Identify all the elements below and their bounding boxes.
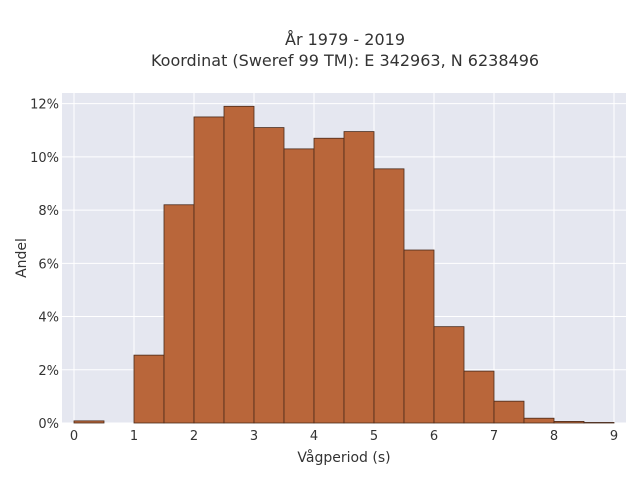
x-tick-labels: 0 1 2 3 4 5 6 7 8 9 <box>70 429 618 444</box>
histogram-bar <box>433 326 465 424</box>
x-tick-label: 9 <box>610 429 618 444</box>
histogram-bar <box>403 249 435 424</box>
x-tick-label: 6 <box>430 429 438 444</box>
y-tick-label: 6% <box>38 257 59 272</box>
histogram-bar <box>223 105 255 424</box>
y-tick-label: 4% <box>38 311 59 326</box>
x-tick-label: 8 <box>550 429 558 444</box>
chart-title-line-2: Koordinat (Sweref 99 TM): E 342963, N 62… <box>151 51 539 70</box>
x-tick-label: 1 <box>130 429 138 444</box>
x-tick-label: 3 <box>250 429 258 444</box>
histogram-bar <box>253 127 285 424</box>
y-tick-labels: 0% 2% 4% 6% 8% 10% 12% <box>30 98 59 432</box>
histogram-bar <box>343 131 375 424</box>
y-tick-label: 10% <box>30 151 59 166</box>
x-tick-label: 4 <box>310 429 318 444</box>
y-axis-title: Andel <box>14 238 30 278</box>
x-tick-label: 0 <box>70 429 78 444</box>
histogram-bar <box>193 116 225 424</box>
histogram-bar <box>313 137 345 424</box>
x-tick-label: 2 <box>190 429 198 444</box>
y-tick-label: 2% <box>38 364 59 379</box>
histogram-bar <box>463 370 495 424</box>
histogram-bar <box>163 204 195 424</box>
chart-title-line-1: År 1979 - 2019 <box>285 30 405 49</box>
y-tick-label: 12% <box>30 98 59 113</box>
bars <box>73 105 615 424</box>
y-tick-label: 8% <box>38 204 59 219</box>
x-axis-title: Vågperiod (s) <box>297 449 390 466</box>
histogram-bar <box>73 420 105 424</box>
histogram-bar <box>583 422 615 424</box>
histogram-bar <box>373 168 405 424</box>
x-tick-label: 7 <box>490 429 498 444</box>
x-tick-label: 5 <box>370 429 378 444</box>
histogram-bar <box>523 417 555 424</box>
histogram-bar <box>553 421 585 424</box>
histogram-bar <box>493 400 525 424</box>
histogram-bar <box>283 148 315 424</box>
y-tick-label: 0% <box>38 417 59 432</box>
histogram-bar <box>133 354 165 424</box>
